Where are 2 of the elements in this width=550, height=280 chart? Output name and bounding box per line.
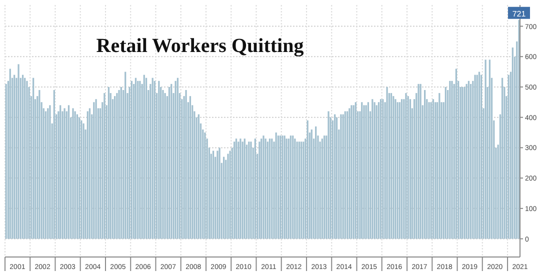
data-label: 721	[512, 9, 526, 18]
text: Retail Workers Quitting	[96, 35, 304, 57]
